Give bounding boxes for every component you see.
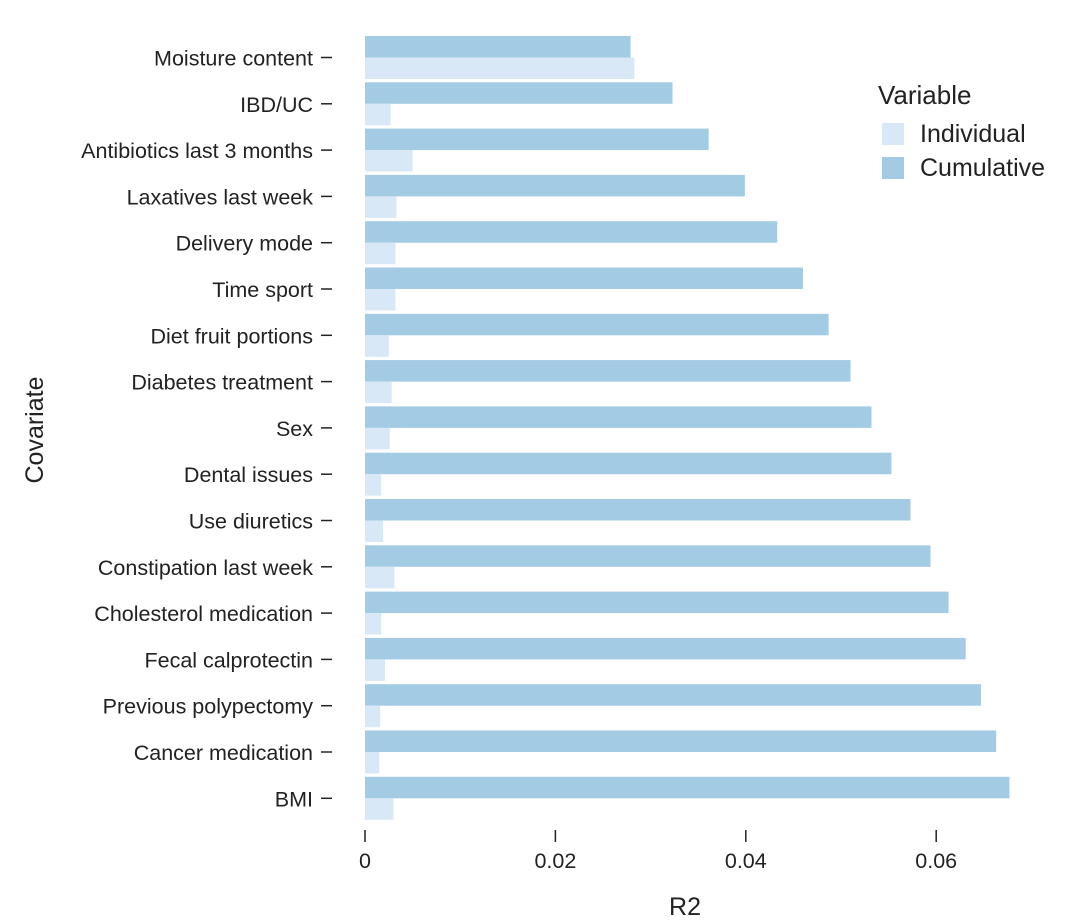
y-tick-label: Constipation last week bbox=[98, 556, 313, 580]
y-tick-label: Sex bbox=[276, 417, 313, 441]
bar-individual bbox=[365, 150, 413, 172]
bar-cumulative bbox=[365, 313, 829, 336]
y-tick-labels: Moisture content IBD/UC Antibiotics last 3… bbox=[81, 47, 332, 811]
bar-cumulative bbox=[365, 591, 949, 614]
x-axis: 0 0.02 0.04 0.06 bbox=[359, 830, 957, 873]
bar-cumulative bbox=[365, 36, 631, 58]
x-tick-label: 0.04 bbox=[725, 849, 767, 873]
bar-individual bbox=[365, 659, 385, 681]
bar-cumulative bbox=[365, 730, 997, 752]
legend-item-individual: Individual bbox=[878, 117, 1045, 151]
y-tick-label: Diet fruit portions bbox=[150, 324, 313, 348]
y-tick-label: Antibiotics last 3 months bbox=[81, 139, 313, 163]
legend-label-individual: Individual bbox=[920, 119, 1026, 148]
bar-cumulative bbox=[365, 360, 851, 382]
bar-cumulative bbox=[365, 776, 1010, 799]
bar-cumulative bbox=[365, 221, 778, 243]
x-tick-label: 0 bbox=[359, 849, 371, 873]
bar-individual bbox=[365, 242, 396, 265]
bar-individual bbox=[365, 474, 382, 496]
bar-cumulative bbox=[365, 452, 892, 475]
bar-individual bbox=[365, 705, 381, 728]
bar-cumulative bbox=[365, 82, 673, 104]
bar-cumulative bbox=[365, 128, 709, 151]
legend-swatch-cumulative bbox=[882, 157, 904, 179]
y-tick-label: BMI bbox=[275, 787, 313, 811]
bar-cumulative bbox=[365, 174, 745, 197]
bar-cumulative bbox=[365, 499, 911, 521]
y-tick-label: Time sport bbox=[212, 278, 313, 302]
bar-individual bbox=[365, 520, 384, 542]
bar-cumulative bbox=[365, 637, 966, 660]
y-tick-label: Cholesterol medication bbox=[94, 602, 313, 626]
y-tick-label: Moisture content bbox=[154, 47, 313, 71]
y-tick-label: Previous polypectomy bbox=[103, 695, 314, 719]
legend-title: Variable bbox=[878, 80, 972, 110]
bar-cumulative bbox=[365, 267, 803, 289]
bar-individual bbox=[365, 196, 397, 218]
y-tick-label: Laxatives last week bbox=[127, 185, 314, 209]
bar-cumulative bbox=[365, 406, 872, 428]
bar-cumulative bbox=[365, 684, 981, 706]
y-tick-label: Diabetes treatment bbox=[131, 371, 313, 395]
x-tick-label: 0.02 bbox=[534, 849, 576, 873]
legend-swatch-individual bbox=[882, 123, 904, 145]
x-tick-label: 0.06 bbox=[915, 849, 957, 873]
y-tick-label: Fecal calprotectin bbox=[145, 648, 314, 672]
legend-item-cumulative: Cumulative bbox=[878, 151, 1045, 185]
x-axis-title: R2 bbox=[669, 893, 701, 921]
y-tick-label: Delivery mode bbox=[176, 232, 313, 256]
bars-group bbox=[365, 36, 1010, 820]
bar-individual bbox=[365, 798, 394, 820]
bar-cumulative bbox=[365, 545, 931, 567]
bar-individual bbox=[365, 335, 389, 357]
bar-individual bbox=[365, 752, 380, 774]
bar-individual bbox=[365, 566, 395, 589]
y-tick-label: Use diuretics bbox=[189, 510, 313, 534]
bar-individual bbox=[365, 103, 391, 126]
bar-individual bbox=[365, 381, 392, 404]
y-tick-label: Cancer medication bbox=[134, 741, 313, 765]
y-tick-label: Dental issues bbox=[184, 463, 313, 487]
legend-label-cumulative: Cumulative bbox=[920, 153, 1046, 182]
bar-individual bbox=[365, 289, 396, 311]
legend: Variable Individual Cumulative bbox=[878, 80, 1045, 185]
bar-individual bbox=[365, 427, 390, 450]
bar-individual bbox=[365, 613, 382, 635]
y-tick-label: IBD/UC bbox=[240, 93, 313, 117]
bar-individual bbox=[365, 57, 635, 79]
y-axis-title: Covariate bbox=[21, 377, 49, 484]
